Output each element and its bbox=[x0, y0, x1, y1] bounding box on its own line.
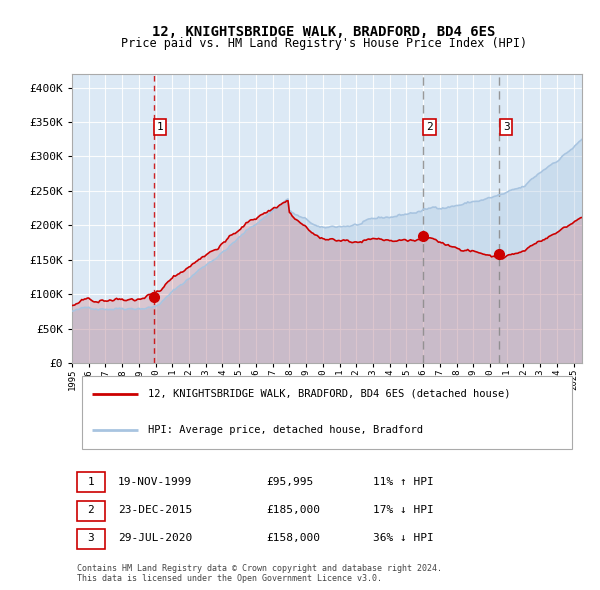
FancyBboxPatch shape bbox=[77, 501, 105, 520]
Text: 1: 1 bbox=[88, 477, 94, 487]
Text: 19-NOV-1999: 19-NOV-1999 bbox=[118, 477, 192, 487]
Text: Contains HM Land Registry data © Crown copyright and database right 2024.
This d: Contains HM Land Registry data © Crown c… bbox=[77, 564, 442, 584]
Text: HPI: Average price, detached house, Bradford: HPI: Average price, detached house, Brad… bbox=[149, 425, 424, 435]
Text: 12, KNIGHTSBRIDGE WALK, BRADFORD, BD4 6ES (detached house): 12, KNIGHTSBRIDGE WALK, BRADFORD, BD4 6E… bbox=[149, 389, 511, 399]
Text: 23-DEC-2015: 23-DEC-2015 bbox=[118, 505, 192, 515]
FancyBboxPatch shape bbox=[82, 376, 572, 449]
Text: £158,000: £158,000 bbox=[266, 533, 320, 543]
Text: 29-JUL-2020: 29-JUL-2020 bbox=[118, 533, 192, 543]
Text: 36% ↓ HPI: 36% ↓ HPI bbox=[373, 533, 434, 543]
Text: 3: 3 bbox=[88, 533, 94, 543]
Text: £185,000: £185,000 bbox=[266, 505, 320, 515]
Text: 2: 2 bbox=[88, 505, 94, 515]
Text: 3: 3 bbox=[503, 122, 509, 132]
Text: 11% ↑ HPI: 11% ↑ HPI bbox=[373, 477, 434, 487]
Text: 1: 1 bbox=[157, 122, 164, 132]
Text: Price paid vs. HM Land Registry's House Price Index (HPI): Price paid vs. HM Land Registry's House … bbox=[121, 37, 527, 50]
FancyBboxPatch shape bbox=[77, 529, 105, 549]
FancyBboxPatch shape bbox=[77, 473, 105, 493]
Text: 17% ↓ HPI: 17% ↓ HPI bbox=[373, 505, 434, 515]
Text: 2: 2 bbox=[426, 122, 433, 132]
Text: £95,995: £95,995 bbox=[266, 477, 313, 487]
Text: 12, KNIGHTSBRIDGE WALK, BRADFORD, BD4 6ES: 12, KNIGHTSBRIDGE WALK, BRADFORD, BD4 6E… bbox=[152, 25, 496, 39]
